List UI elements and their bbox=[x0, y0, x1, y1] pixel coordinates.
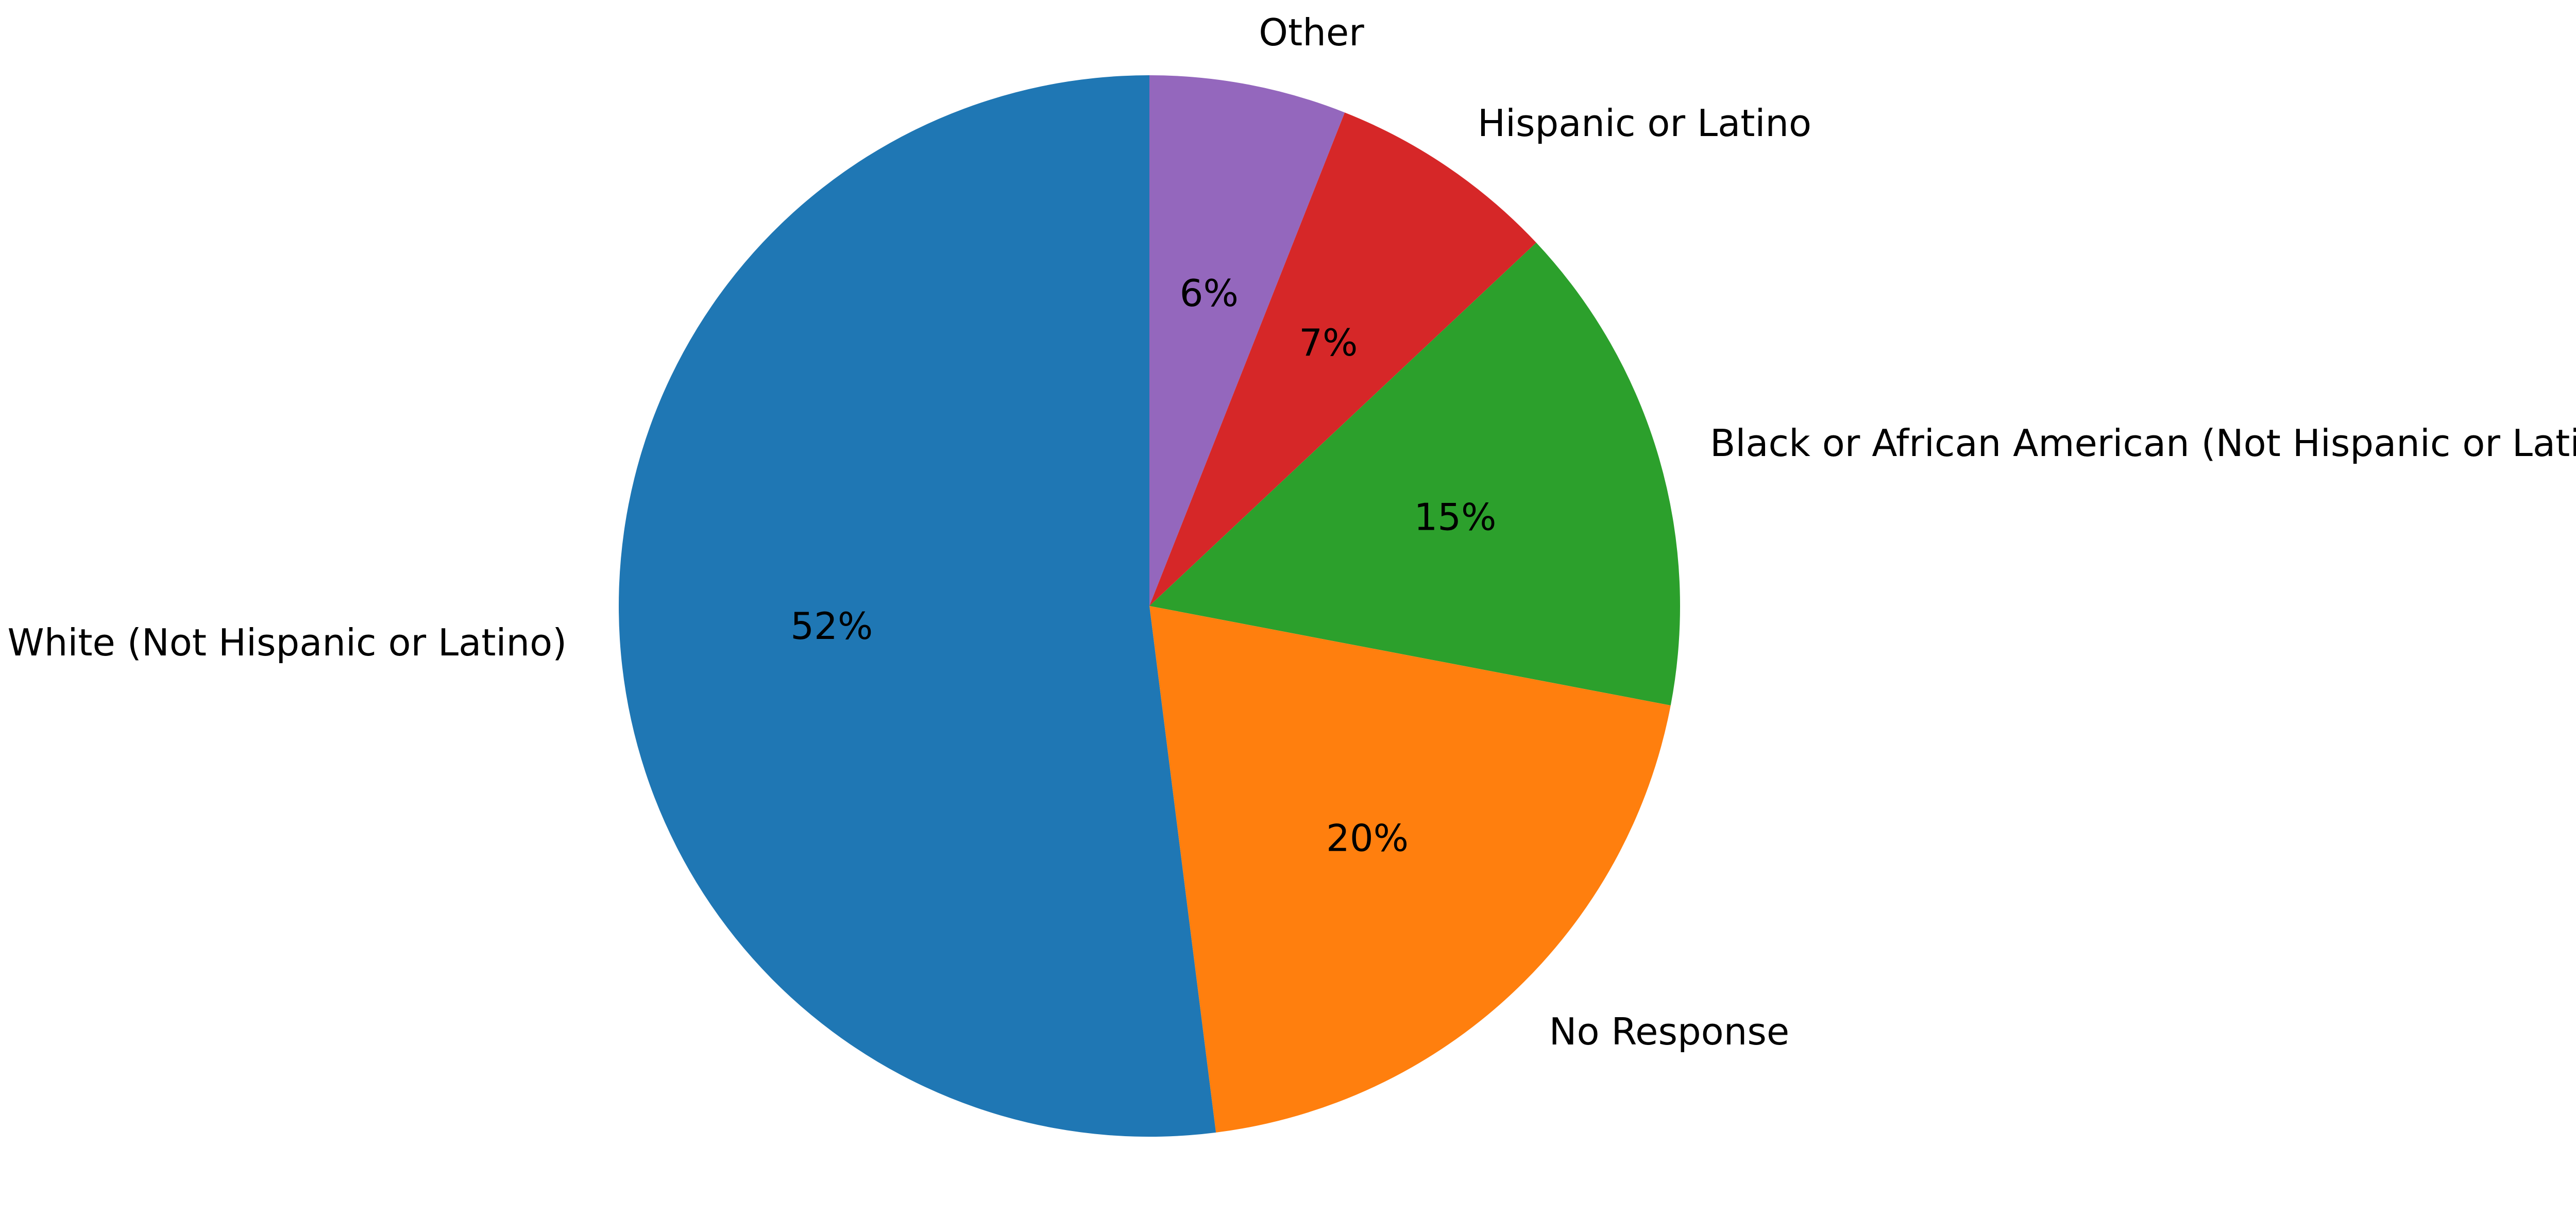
slice-label-hispanic-or-latino: Hispanic or Latino bbox=[1478, 102, 1811, 145]
slice-percent-hispanic-or-latino: 7% bbox=[1299, 321, 1358, 364]
pie-slice-other bbox=[1149, 75, 1345, 606]
pie-slice-black-or-african-american-not-hispanic-or-latino bbox=[1149, 242, 1680, 706]
slice-label-no-response: No Response bbox=[1549, 1010, 1790, 1053]
slice-percent-no-response: 20% bbox=[1326, 817, 1409, 860]
slice-percent-black-or-african-american-not-hispanic-or-latino: 15% bbox=[1414, 496, 1496, 539]
slice-percent-white-not-hispanic-or-latino: 52% bbox=[790, 604, 873, 648]
slice-percent-other: 6% bbox=[1180, 272, 1239, 315]
slice-label-white-not-hispanic-or-latino: White (Not Hispanic or Latino) bbox=[8, 621, 567, 664]
pie-slice-no-response bbox=[1149, 606, 1671, 1133]
slice-label-other: Other bbox=[1259, 11, 1364, 54]
pie-slice-hispanic-or-latino bbox=[1149, 112, 1536, 606]
slice-label-black-or-african-american-not-hispanic-or-latino: Black or African American (Not Hispanic … bbox=[1710, 421, 2576, 465]
pie-slice-white-not-hispanic-or-latino bbox=[619, 75, 1216, 1137]
